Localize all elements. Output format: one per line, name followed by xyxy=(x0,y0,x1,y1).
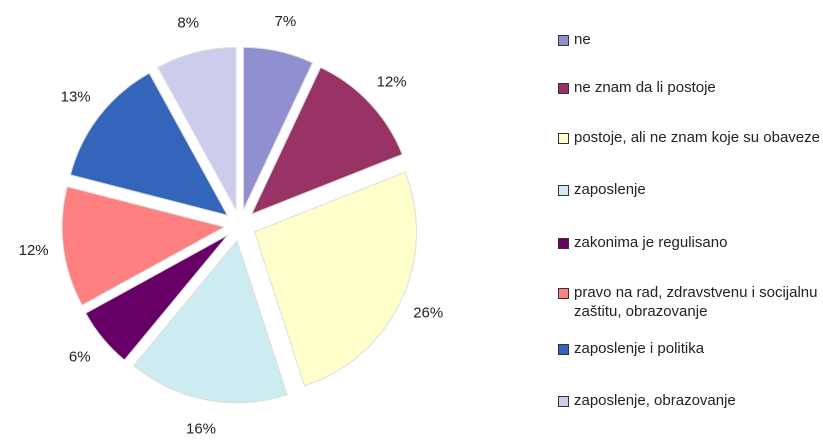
legend-swatch xyxy=(558,83,569,94)
data-label: 12% xyxy=(377,74,407,91)
legend-label: zakonima je regulisano xyxy=(574,234,728,251)
legend-label: zaposlenje, obrazovanje xyxy=(574,392,736,409)
legend-label: zaposlenje i politika xyxy=(574,340,705,357)
data-label: 16% xyxy=(186,420,216,437)
legend-swatch xyxy=(558,238,569,249)
legend-label: pravo na rad, zdravstvenu i socijalnu za… xyxy=(574,284,818,320)
pie-slice xyxy=(69,72,229,216)
pie-slice xyxy=(242,46,314,210)
pie-slice xyxy=(250,66,403,215)
legend-label: zaposlenje xyxy=(574,181,646,198)
legend-item: postoje, ali ne znam koje su obaveze xyxy=(558,128,820,147)
legend-item: zakonima je regulisano xyxy=(558,233,820,252)
legend-item: zaposlenje xyxy=(558,180,820,199)
legend-swatch xyxy=(558,133,569,144)
legend-swatch xyxy=(558,288,569,299)
legend-label: ne xyxy=(574,31,591,48)
legend-item: zaposlenje, obrazovanje xyxy=(558,391,820,410)
legend-item: pravo na rad, zdravstvenu i socijalnu za… xyxy=(558,283,820,321)
pie-slice xyxy=(85,234,229,361)
legend-item: zaposlenje i politika xyxy=(558,339,820,358)
legend-swatch xyxy=(558,344,569,355)
legend-swatch xyxy=(558,35,569,46)
legend-swatch xyxy=(558,396,569,407)
legend-item: ne znam da li postoje xyxy=(558,78,820,97)
data-label: 8% xyxy=(177,15,199,32)
legend-swatch xyxy=(558,185,569,196)
data-label: 26% xyxy=(413,305,443,322)
pie-area: 7% 12% 26% 16% 6% 12% 13% 8% xyxy=(19,13,444,437)
pie-slice xyxy=(157,47,237,210)
data-label: 6% xyxy=(69,349,91,366)
legend-label: postoje, ali ne znam koje su obaveze xyxy=(574,129,820,146)
data-label: 13% xyxy=(61,88,91,105)
data-label: 12% xyxy=(19,242,49,259)
pie-slice xyxy=(61,186,226,306)
data-label: 7% xyxy=(275,13,297,30)
legend-label: ne znam da li postoje xyxy=(574,79,716,96)
pie-slice xyxy=(253,171,417,387)
pie-slice xyxy=(133,239,288,404)
legend-item: ne xyxy=(558,30,820,49)
